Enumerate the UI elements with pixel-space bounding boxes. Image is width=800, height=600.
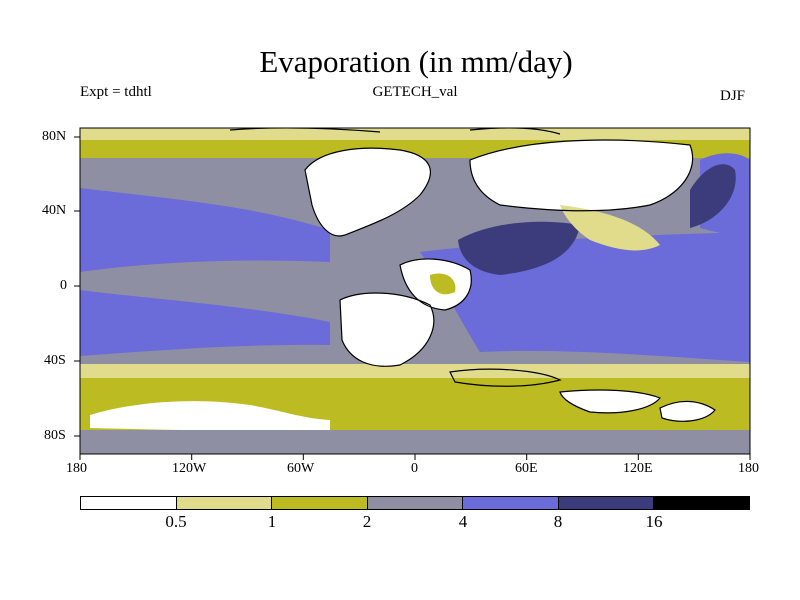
colorbar-label: 4	[458, 512, 468, 531]
colorbar-label: 8	[553, 512, 563, 531]
map-title: Evaporation (in mm/day)	[259, 44, 573, 79]
colorbar-label: 16	[645, 512, 663, 531]
colorbar-swatch	[558, 497, 655, 509]
x-tick-label: 60E	[515, 461, 538, 476]
colorbar-swatch	[272, 497, 368, 509]
season-label: DJF	[720, 88, 746, 104]
colorbar-swatch	[176, 497, 273, 509]
north-america-land	[305, 148, 431, 236]
antarctica-west-land	[90, 401, 330, 431]
colorbar-label: 1	[267, 512, 277, 531]
source-label: GETECH_val	[372, 84, 458, 100]
y-tick-label: 40S	[44, 353, 66, 368]
colorbar-swatch	[367, 497, 464, 509]
band-arctic-light	[80, 128, 750, 140]
pacific-north-blue	[80, 188, 330, 272]
southeast-land	[660, 401, 715, 422]
asia-south-light	[560, 205, 660, 251]
x-tick-label: 0	[411, 461, 418, 476]
y-tick-label: 80S	[44, 428, 66, 443]
eurasia-land	[470, 140, 693, 211]
australia-antarctica-land	[560, 390, 660, 413]
x-tick-label: 180	[66, 461, 87, 476]
colorbar-swatch	[463, 497, 559, 509]
south-america-africa-land	[340, 293, 434, 367]
tethys-high	[458, 221, 580, 275]
y-tick-label: 40N	[42, 203, 67, 218]
y-tick-label: 0	[60, 278, 67, 293]
y-tick-label: 80N	[42, 129, 67, 144]
tick-marks	[74, 136, 751, 460]
colorbar	[80, 496, 750, 510]
evaporation-field	[80, 128, 750, 454]
x-tick-label: 60W	[287, 461, 315, 476]
colorbar-label: 0.5	[165, 512, 187, 531]
africa-olive-patch	[430, 273, 456, 295]
pacific-south-blue	[80, 290, 330, 356]
x-tick-label: 180	[738, 461, 759, 476]
x-tick-label: 120W	[172, 461, 207, 476]
band-polar-gray	[80, 430, 750, 454]
colorbar-label: 2	[362, 512, 372, 531]
x-tick-label: 120E	[623, 461, 653, 476]
colorbar-swatch	[654, 497, 750, 509]
band-south-light	[80, 364, 750, 378]
kuroshio-high	[690, 164, 736, 228]
experiment-label: Expt = tdhtl	[80, 84, 152, 100]
colorbar-swatch	[81, 497, 177, 509]
